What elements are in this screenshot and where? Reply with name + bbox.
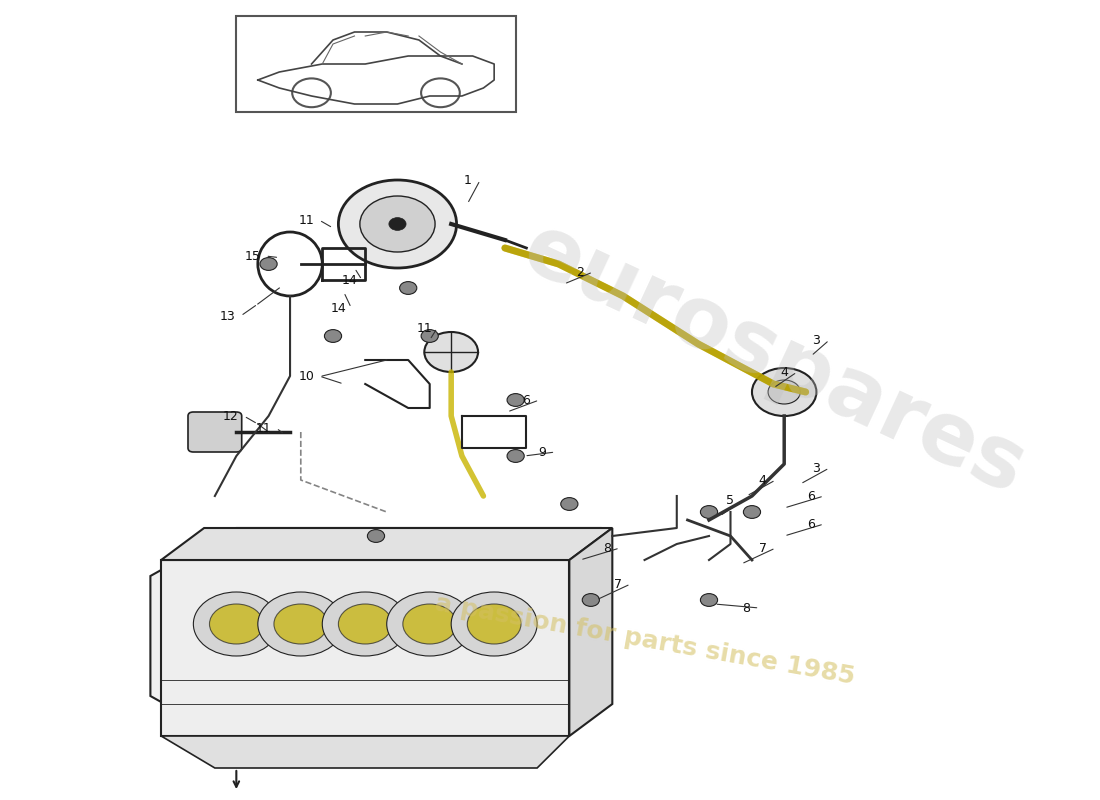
- Circle shape: [425, 332, 478, 372]
- Text: 8: 8: [742, 602, 750, 614]
- Text: 13: 13: [220, 310, 235, 322]
- Polygon shape: [570, 528, 613, 736]
- Polygon shape: [151, 552, 602, 720]
- Text: 7: 7: [614, 578, 622, 590]
- Text: 4: 4: [780, 366, 788, 378]
- Circle shape: [468, 604, 521, 644]
- Text: 14: 14: [330, 302, 346, 314]
- Text: 11: 11: [417, 322, 432, 334]
- Text: 6: 6: [522, 394, 530, 406]
- FancyBboxPatch shape: [236, 16, 516, 112]
- Circle shape: [339, 180, 456, 268]
- Circle shape: [744, 506, 760, 518]
- Text: 11: 11: [298, 214, 314, 226]
- Text: 1: 1: [463, 174, 471, 186]
- Circle shape: [367, 530, 385, 542]
- Circle shape: [209, 604, 263, 644]
- Text: 10: 10: [298, 370, 315, 382]
- Text: 9: 9: [539, 446, 547, 458]
- Circle shape: [257, 592, 344, 656]
- Circle shape: [507, 450, 525, 462]
- Circle shape: [387, 592, 473, 656]
- Circle shape: [274, 604, 328, 644]
- Text: a passion for parts since 1985: a passion for parts since 1985: [432, 591, 857, 689]
- Circle shape: [339, 604, 392, 644]
- Circle shape: [399, 282, 417, 294]
- Circle shape: [701, 506, 717, 518]
- Circle shape: [421, 330, 438, 342]
- Text: 6: 6: [807, 490, 815, 502]
- Text: 8: 8: [603, 542, 611, 554]
- Polygon shape: [161, 736, 570, 768]
- Circle shape: [322, 592, 408, 656]
- Text: 6: 6: [807, 518, 815, 530]
- Text: 14: 14: [341, 274, 358, 286]
- Text: 4: 4: [759, 474, 767, 486]
- Circle shape: [768, 380, 801, 404]
- Circle shape: [194, 592, 279, 656]
- Text: 5: 5: [726, 494, 735, 506]
- Circle shape: [752, 368, 816, 416]
- Circle shape: [403, 604, 456, 644]
- Text: 2: 2: [576, 266, 584, 278]
- Polygon shape: [194, 528, 602, 552]
- Text: eurospares: eurospares: [509, 207, 1038, 513]
- Circle shape: [582, 594, 600, 606]
- Circle shape: [561, 498, 578, 510]
- Circle shape: [360, 196, 436, 252]
- Text: 15: 15: [244, 250, 261, 262]
- Circle shape: [260, 258, 277, 270]
- Text: 3: 3: [813, 462, 821, 474]
- Text: 3: 3: [813, 334, 821, 346]
- Circle shape: [389, 218, 406, 230]
- Circle shape: [507, 394, 525, 406]
- Polygon shape: [161, 528, 613, 560]
- FancyBboxPatch shape: [188, 412, 242, 452]
- Text: 11: 11: [255, 422, 271, 434]
- Circle shape: [701, 594, 717, 606]
- Text: 7: 7: [759, 542, 767, 554]
- Polygon shape: [161, 560, 570, 736]
- Text: 12: 12: [223, 410, 239, 422]
- Circle shape: [324, 330, 342, 342]
- Circle shape: [451, 592, 537, 656]
